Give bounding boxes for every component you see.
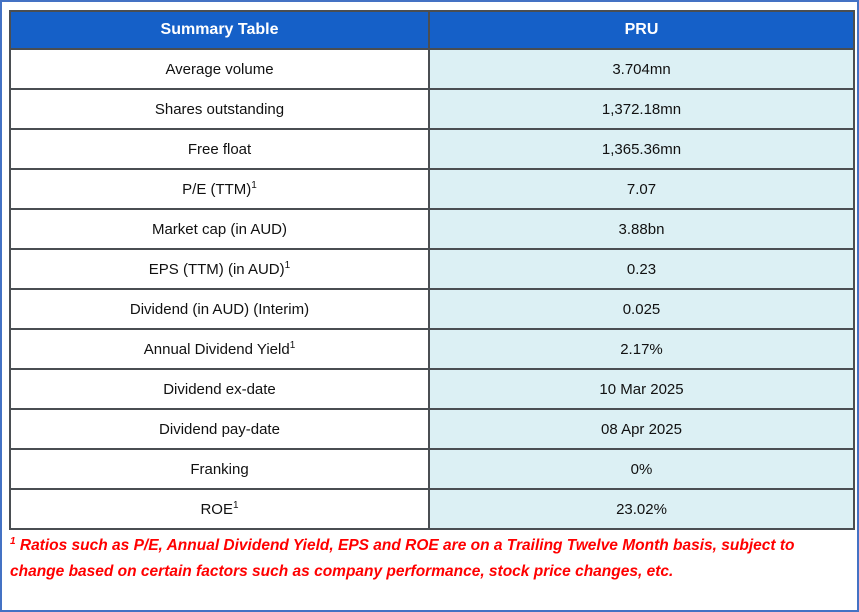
row-label: EPS (TTM) (in AUD)1 <box>9 248 430 290</box>
row-value: 3.88bn <box>428 208 855 250</box>
row-value: 0% <box>428 448 855 490</box>
table-header-row: Summary Table PRU <box>9 10 855 50</box>
summary-table: Summary Table PRU Average volume 3.704mn S… <box>9 10 855 530</box>
row-value: 0.23 <box>428 248 855 290</box>
table-row: Dividend pay-date 08 Apr 2025 <box>9 408 855 450</box>
row-value: 2.17% <box>428 328 855 370</box>
table-header-label: Summary Table <box>9 10 430 50</box>
footnote-text: Ratios such as P/E, Annual Dividend Yiel… <box>10 537 795 580</box>
row-label: Market cap (in AUD) <box>9 208 430 250</box>
row-label: P/E (TTM)1 <box>9 168 430 210</box>
row-label: Dividend ex-date <box>9 368 430 410</box>
row-label-text: Franking <box>190 460 249 478</box>
table-row: Market cap (in AUD) 3.88bn <box>9 208 855 250</box>
row-label-text: Dividend ex-date <box>163 380 276 398</box>
row-label: ROE1 <box>9 488 430 530</box>
row-label-text: Annual Dividend Yield <box>143 340 290 358</box>
table-row: Annual Dividend Yield1 2.17% <box>9 328 855 370</box>
row-label: Shares outstanding <box>9 88 430 130</box>
table-row: Free float 1,365.36mn <box>9 128 855 170</box>
table-row: Dividend (in AUD) (Interim) 0.025 <box>9 288 855 330</box>
row-label: Dividend (in AUD) (Interim) <box>9 288 430 330</box>
row-label-superscript: 1 <box>251 179 257 191</box>
table-row: Shares outstanding 1,372.18mn <box>9 88 855 130</box>
row-value: 1,365.36mn <box>428 128 855 170</box>
row-label-text: P/E (TTM) <box>182 180 252 198</box>
row-label: Franking <box>9 448 430 490</box>
row-label: Average volume <box>9 48 430 90</box>
table-row: EPS (TTM) (in AUD)1 0.23 <box>9 248 855 290</box>
row-label: Dividend pay-date <box>9 408 430 450</box>
table-header-ticker: PRU <box>428 10 855 50</box>
row-label-text: Dividend pay-date <box>159 420 280 438</box>
row-label-superscript: 1 <box>232 499 239 511</box>
table-row: ROE1 23.02% <box>9 488 855 530</box>
row-value: 1,372.18mn <box>428 88 855 130</box>
row-label: Annual Dividend Yield1 <box>9 328 430 370</box>
row-label-text: Market cap (in AUD) <box>151 220 288 238</box>
row-value: 10 Mar 2025 <box>428 368 855 410</box>
row-label-text: Average volume <box>165 60 274 78</box>
row-label-text: EPS (TTM) (in AUD) <box>148 260 285 278</box>
row-label: Free float <box>9 128 430 170</box>
table-row: Average volume 3.704mn <box>9 48 855 90</box>
row-label-text: Shares outstanding <box>154 100 285 118</box>
row-label-text: ROE <box>200 500 233 518</box>
row-value: 08 Apr 2025 <box>428 408 855 450</box>
row-label-text: Dividend (in AUD) (Interim) <box>129 300 310 318</box>
row-label-superscript: 1 <box>289 339 296 351</box>
row-value: 7.07 <box>428 168 855 210</box>
row-label-superscript: 1 <box>284 259 291 271</box>
table-row: Franking 0% <box>9 448 855 490</box>
row-label-text: Free float <box>187 140 252 158</box>
row-value: 23.02% <box>428 488 855 530</box>
row-value: 3.704mn <box>428 48 855 90</box>
table-row: Dividend ex-date 10 Mar 2025 <box>9 368 855 410</box>
footnote: 1 Ratios such as P/E, Annual Dividend Yi… <box>10 533 849 584</box>
table-row: P/E (TTM)1 7.07 <box>9 168 855 210</box>
row-value: 0.025 <box>428 288 855 330</box>
footnote-superscript: 1 <box>10 535 16 547</box>
